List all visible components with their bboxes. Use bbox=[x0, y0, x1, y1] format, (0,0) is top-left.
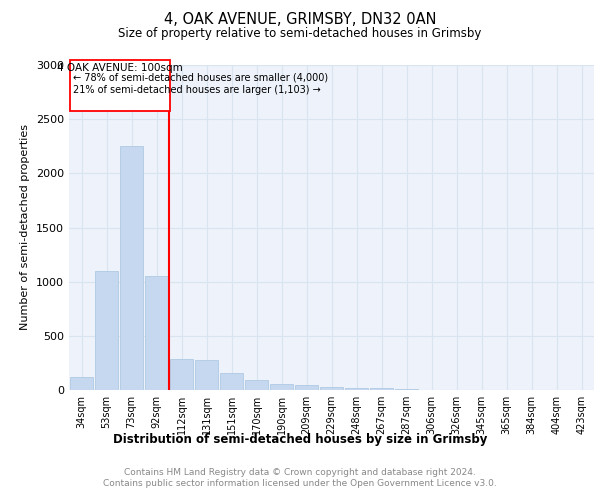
Bar bbox=[370, 388, 393, 390]
Bar bbox=[95, 271, 118, 390]
Bar bbox=[145, 276, 168, 390]
Text: Size of property relative to semi-detached houses in Grimsby: Size of property relative to semi-detach… bbox=[118, 28, 482, 40]
Bar bbox=[295, 386, 318, 390]
Text: Contains HM Land Registry data © Crown copyright and database right 2024.
Contai: Contains HM Land Registry data © Crown c… bbox=[103, 468, 497, 487]
Bar bbox=[245, 380, 268, 390]
Bar bbox=[345, 388, 368, 390]
Bar bbox=[270, 384, 293, 390]
Text: ← 78% of semi-detached houses are smaller (4,000): ← 78% of semi-detached houses are smalle… bbox=[73, 72, 328, 83]
Text: 4 OAK AVENUE: 100sqm: 4 OAK AVENUE: 100sqm bbox=[57, 63, 183, 73]
Bar bbox=[195, 360, 218, 390]
Bar bbox=[395, 388, 418, 390]
Text: 4, OAK AVENUE, GRIMSBY, DN32 0AN: 4, OAK AVENUE, GRIMSBY, DN32 0AN bbox=[164, 12, 436, 28]
Bar bbox=[320, 388, 343, 390]
Bar bbox=[120, 146, 143, 390]
Bar bbox=[70, 377, 93, 390]
Text: 21% of semi-detached houses are larger (1,103) →: 21% of semi-detached houses are larger (… bbox=[73, 84, 320, 94]
Text: Distribution of semi-detached houses by size in Grimsby: Distribution of semi-detached houses by … bbox=[113, 432, 487, 446]
Y-axis label: Number of semi-detached properties: Number of semi-detached properties bbox=[20, 124, 31, 330]
Bar bbox=[170, 358, 193, 390]
FancyBboxPatch shape bbox=[70, 60, 170, 110]
Bar bbox=[220, 373, 243, 390]
